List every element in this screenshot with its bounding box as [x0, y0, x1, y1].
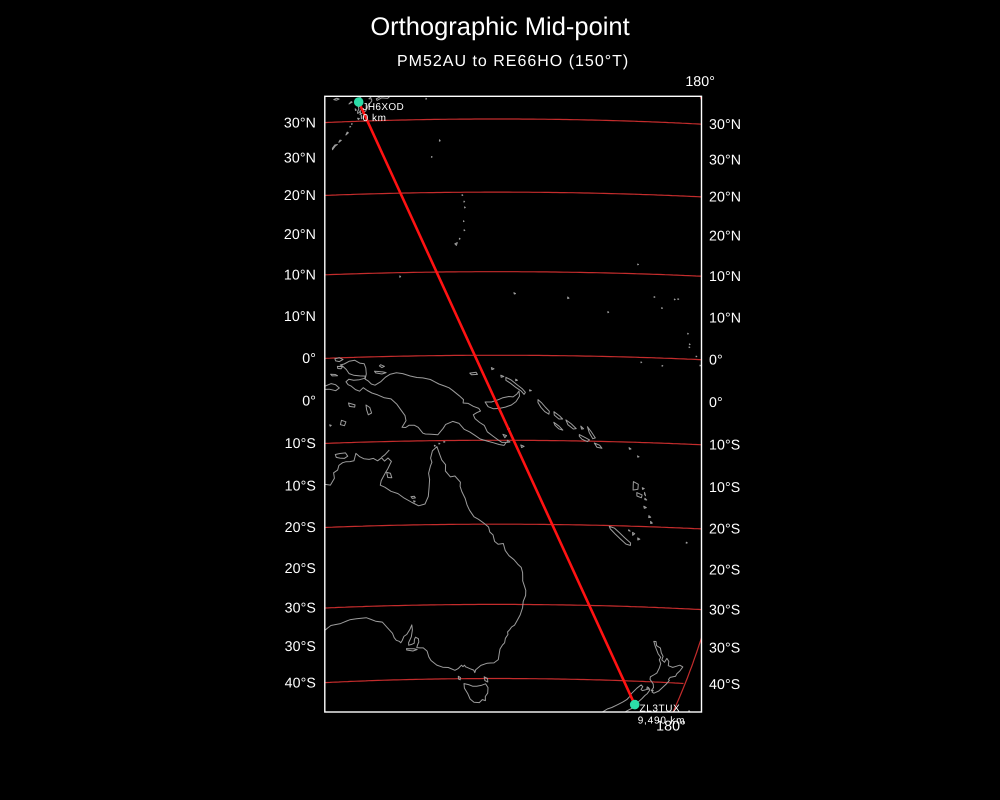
svg-text:10°S: 10°S — [709, 480, 740, 496]
svg-text:20°S: 20°S — [285, 520, 316, 536]
svg-text:10°S: 10°S — [285, 478, 316, 494]
svg-text:10°N: 10°N — [709, 269, 741, 285]
svg-text:30°S: 30°S — [285, 639, 316, 655]
svg-text:30°N: 30°N — [284, 151, 316, 167]
svg-text:0°: 0° — [302, 351, 316, 367]
svg-text:10°S: 10°S — [709, 438, 740, 454]
svg-text:10°N: 10°N — [284, 268, 316, 284]
svg-text:30°N: 30°N — [709, 117, 741, 133]
svg-text:20°N: 20°N — [284, 227, 316, 243]
svg-text:0°: 0° — [302, 394, 316, 410]
svg-text:20°S: 20°S — [709, 563, 740, 579]
svg-text:9,490 km: 9,490 km — [638, 715, 686, 726]
svg-text:20°N: 20°N — [709, 190, 741, 206]
svg-text:10°S: 10°S — [285, 436, 316, 452]
svg-text:180°: 180° — [656, 718, 686, 734]
svg-text:30°S: 30°S — [285, 601, 316, 617]
svg-text:40°S: 40°S — [709, 677, 740, 693]
svg-text:20°N: 20°N — [284, 188, 316, 204]
svg-text:ZL3TUX: ZL3TUX — [640, 704, 681, 715]
svg-text:0°: 0° — [709, 352, 723, 368]
svg-text:0 km: 0 km — [363, 113, 387, 124]
svg-text:30°S: 30°S — [709, 641, 740, 657]
svg-text:180°: 180° — [685, 74, 715, 90]
svg-text:10°N: 10°N — [284, 309, 316, 325]
svg-text:PM52AU to RE66HO (150°T): PM52AU to RE66HO (150°T) — [397, 53, 629, 70]
svg-text:Orthographic Mid-point: Orthographic Mid-point — [370, 13, 629, 41]
svg-text:30°S: 30°S — [709, 602, 740, 618]
svg-text:40°S: 40°S — [285, 675, 316, 691]
svg-text:20°S: 20°S — [285, 561, 316, 577]
svg-text:30°N: 30°N — [284, 115, 316, 131]
svg-text:JH6XOD: JH6XOD — [363, 102, 405, 113]
svg-text:30°N: 30°N — [709, 152, 741, 168]
svg-text:10°N: 10°N — [709, 310, 741, 326]
svg-text:20°N: 20°N — [709, 229, 741, 245]
svg-text:0°: 0° — [709, 395, 723, 411]
svg-text:20°S: 20°S — [709, 522, 740, 538]
